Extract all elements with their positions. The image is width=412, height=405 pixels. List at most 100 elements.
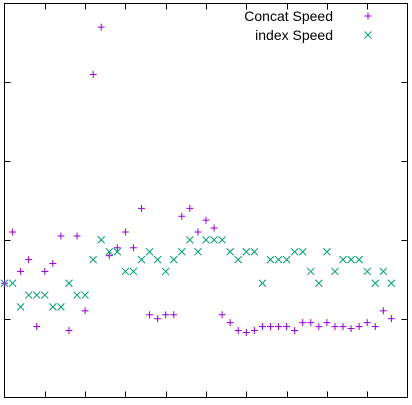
point-plus-0-41 — [331, 323, 339, 331]
point-plus-0-45 — [363, 319, 371, 327]
point-plus-0-27 — [218, 311, 226, 319]
point-plus-0-21 — [170, 311, 178, 319]
point-plus-0-43 — [347, 325, 355, 333]
point-cross-1-17 — [137, 255, 146, 264]
point-plus-0-6 — [49, 260, 57, 268]
point-plus-0-22 — [178, 212, 186, 220]
point-cross-1-9 — [73, 291, 81, 299]
point-cross-1-43 — [347, 255, 355, 264]
point-plus-0-10 — [81, 307, 89, 315]
point-plus-0-31 — [250, 327, 258, 335]
point-cross-1-41 — [331, 267, 339, 276]
point-plus-0-33 — [266, 323, 274, 331]
point-cross-1-0 — [0, 279, 9, 288]
point-plus-0-1 — [9, 228, 17, 236]
legend-marker-cross — [364, 31, 372, 39]
point-cross-1-30 — [242, 247, 251, 256]
data-marks — [0, 23, 396, 336]
legend-marker-plus — [364, 12, 372, 20]
point-cross-1-19 — [153, 255, 162, 264]
point-plus-0-47 — [379, 307, 387, 315]
point-plus-0-15 — [121, 228, 129, 236]
plot-frame — [4, 3, 408, 398]
point-plus-0-19 — [154, 315, 162, 323]
point-cross-1-33 — [266, 255, 275, 264]
point-plus-0-36 — [291, 327, 299, 335]
point-cross-1-23 — [186, 236, 194, 244]
point-cross-1-42 — [339, 255, 347, 264]
legend-label-index-speed: index Speed — [255, 27, 333, 43]
point-cross-1-38 — [306, 267, 315, 276]
point-cross-1-32 — [258, 279, 267, 288]
point-cross-1-5 — [40, 291, 49, 299]
point-plus-0-39 — [315, 323, 323, 331]
point-plus-0-28 — [226, 319, 234, 327]
point-plus-0-37 — [299, 319, 307, 327]
point-cross-1-28 — [226, 247, 235, 256]
point-cross-1-1 — [8, 279, 17, 288]
point-cross-1-35 — [282, 255, 291, 264]
point-cross-1-36 — [290, 247, 299, 256]
point-cross-1-37 — [298, 247, 307, 256]
point-plus-0-5 — [41, 267, 49, 275]
point-cross-1-40 — [323, 247, 331, 256]
point-cross-1-14 — [113, 247, 122, 256]
point-plus-0-17 — [138, 204, 146, 212]
point-plus-0-46 — [371, 323, 379, 331]
point-cross-1-20 — [161, 267, 170, 276]
point-plus-0-32 — [258, 323, 266, 331]
point-cross-1-44 — [355, 255, 363, 264]
point-cross-1-3 — [24, 291, 33, 299]
point-cross-1-48 — [387, 279, 396, 288]
point-cross-1-8 — [65, 279, 73, 288]
point-cross-1-47 — [379, 267, 388, 276]
point-cross-1-7 — [57, 303, 65, 311]
point-cross-1-29 — [234, 255, 243, 264]
point-plus-0-16 — [129, 244, 137, 252]
point-plus-0-9 — [73, 232, 81, 240]
point-plus-0-34 — [275, 323, 283, 331]
point-cross-1-13 — [105, 247, 114, 256]
point-cross-1-26 — [210, 236, 218, 244]
point-plus-0-35 — [283, 323, 291, 331]
legend: Concat Speed index Speed — [244, 8, 372, 43]
point-plus-0-40 — [323, 319, 331, 327]
point-plus-0-25 — [202, 216, 210, 224]
point-plus-0-14 — [113, 244, 121, 252]
point-plus-0-18 — [146, 311, 154, 319]
point-plus-0-13 — [105, 252, 113, 260]
point-cross-1-12 — [97, 236, 106, 244]
point-plus-0-23 — [186, 204, 194, 212]
point-plus-0-48 — [387, 315, 395, 323]
point-cross-1-22 — [177, 247, 186, 256]
point-plus-0-24 — [194, 228, 202, 236]
point-plus-0-44 — [355, 323, 363, 331]
legend-label-concat-speed: Concat Speed — [244, 8, 333, 24]
point-cross-1-31 — [250, 247, 259, 256]
point-cross-1-39 — [314, 279, 323, 288]
point-cross-1-46 — [371, 279, 380, 288]
point-cross-1-18 — [145, 247, 154, 256]
point-cross-1-21 — [169, 255, 178, 264]
point-cross-1-25 — [202, 236, 210, 244]
point-plus-0-11 — [89, 70, 97, 78]
point-cross-1-6 — [49, 303, 57, 311]
point-plus-0-4 — [33, 323, 41, 331]
point-cross-1-27 — [218, 236, 226, 244]
point-cross-1-11 — [89, 255, 98, 264]
point-plus-0-42 — [339, 323, 347, 331]
point-plus-0-3 — [25, 256, 33, 264]
point-plus-0-20 — [162, 311, 170, 319]
point-cross-1-4 — [32, 291, 41, 299]
point-cross-1-45 — [363, 267, 372, 276]
axis-ticks — [4, 3, 408, 398]
point-cross-1-24 — [194, 247, 202, 256]
point-plus-0-29 — [234, 327, 242, 335]
point-plus-0-12 — [97, 23, 105, 31]
point-cross-1-15 — [121, 267, 130, 276]
point-plus-0-38 — [307, 319, 315, 327]
point-plus-0-2 — [17, 267, 25, 275]
point-cross-1-34 — [274, 255, 283, 264]
point-plus-0-8 — [65, 327, 73, 335]
